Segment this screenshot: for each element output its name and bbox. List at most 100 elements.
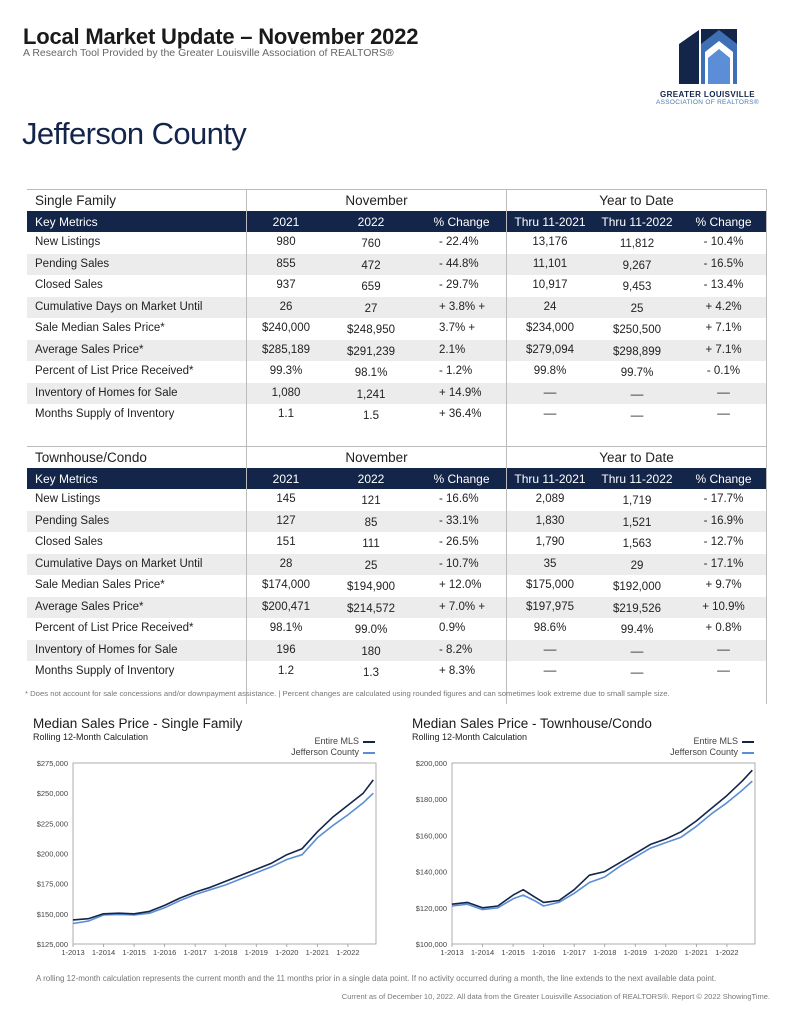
ytd-pct-change: –– [717, 665, 730, 677]
ytd-2022: $219,526 [613, 602, 661, 615]
value-2021: 151 [276, 536, 296, 548]
metric-name: Average Sales Price* [35, 600, 144, 613]
legend-swatch [742, 740, 754, 743]
col-key-metrics: Key Metrics [35, 472, 98, 486]
legend-label: Jefferson County [291, 747, 359, 757]
legend-entry-1: Entire MLS [693, 736, 754, 746]
ytd-pct-change: + 4.2% [705, 300, 742, 313]
pct-change: - 22.4% [439, 236, 479, 248]
pct-change: + 36.4% [439, 408, 482, 420]
x-tick-label: 1-2016 [153, 948, 176, 956]
plot-frame [72, 762, 377, 945]
table-row: Closed Sales 151 111 - 26.5% 1,790 1,563 - 12.… [27, 532, 767, 554]
table-row: Months Supply of Inventory 1.1 1.5 + 36.4% –… [27, 404, 767, 426]
report-source-footnote: Current as of December 10, 2022. All dat… [341, 992, 770, 1001]
metric-name: Closed Sales [35, 279, 103, 291]
value-2022: 1,241 [356, 388, 386, 401]
col-thru-2022: Thru 11-2022 [601, 215, 673, 229]
value-2021: 127 [276, 514, 296, 527]
ytd-2021: 2,089 [535, 493, 565, 505]
col-pct-change: % Change [433, 215, 490, 229]
metric-name: Inventory of Homes for Sale [35, 643, 178, 656]
metric-name: Percent of List Price Received* [35, 365, 194, 377]
value-2021: $240,000 [262, 322, 310, 334]
single-family-price-chart: Median Sales Price - Single Family Rolli… [33, 716, 393, 956]
ytd-2021: –– [543, 665, 557, 677]
value-2021: $174,000 [262, 579, 310, 591]
county-name: Jefferson County [22, 116, 247, 151]
house-logo-icon [679, 29, 737, 84]
ytd-pct-change: + 0.8% [705, 622, 742, 634]
value-2021: 1.1 [278, 408, 294, 420]
ytd-2021: $197,975 [526, 600, 574, 613]
value-2021: $285,189 [262, 343, 310, 356]
ytd-2021: 10,917 [532, 279, 568, 291]
y-tick-label: $200,000 [37, 850, 68, 859]
pct-change: 3.7% + [439, 322, 476, 334]
metric-name: Percent of List Price Received* [35, 622, 194, 634]
x-tick-label: 1-2017 [562, 948, 585, 956]
value-2022: $214,572 [347, 602, 395, 615]
rolling-calc-footnote: A rolling 12-month calculation represent… [36, 974, 717, 983]
value-2021: $200,471 [262, 600, 310, 613]
y-tick-label: $100,000 [416, 940, 447, 949]
value-2022: $248,950 [347, 324, 395, 336]
legend-label: Entire MLS [314, 736, 359, 746]
ytd-2021: $279,094 [526, 343, 574, 356]
x-tick-label: 1-2018 [593, 948, 616, 956]
metric-name: Inventory of Homes for Sale [35, 386, 178, 399]
ytd-2021: 1,830 [535, 514, 565, 527]
y-tick-label: $180,000 [416, 795, 447, 804]
value-2022: 85 [364, 516, 378, 529]
pct-change: - 29.7% [439, 279, 479, 291]
metric-name: Sale Median Sales Price* [35, 322, 165, 334]
series-line-jefferson-county [72, 792, 374, 925]
x-tick-label: 1-2015 [122, 948, 145, 956]
x-tick-label: 1-2017 [183, 948, 206, 956]
value-2021: 28 [279, 557, 293, 570]
ytd-pct-change: - 17.1% [703, 557, 744, 570]
table-body: New Listings 980 760 - 22.4% 13,176 11,812 - 1… [27, 232, 767, 426]
series-line-entire-mls [72, 779, 374, 921]
chart-plot: $100,000 $120,000 $140,000 $160,000 $180,000… [416, 759, 756, 956]
x-tick-label: 1-2019 [245, 948, 268, 956]
group-label-ytd: Year to Date [506, 190, 767, 212]
ytd-2021: 11,101 [532, 257, 568, 270]
ytd-pct-change: + 7.1% [705, 322, 742, 334]
single-family-table: Single Family November Year to Date Key … [27, 189, 767, 447]
pct-change: - 8.2% [439, 643, 473, 656]
y-tick-label: $275,000 [37, 759, 68, 768]
ytd-2022: –– [630, 667, 644, 679]
value-2021: 855 [276, 257, 296, 270]
value-2022: 1.5 [363, 410, 379, 422]
ytd-2022: 1,563 [622, 538, 652, 550]
value-2021: 937 [276, 279, 296, 291]
metric-name: New Listings [35, 493, 101, 505]
metric-name: Cumulative Days on Market Until [35, 557, 203, 570]
metric-name: Average Sales Price* [35, 343, 144, 356]
chart-subtitle: Rolling 12-Month Calculation [33, 732, 149, 742]
value-2021: 1,080 [271, 386, 301, 399]
ytd-2021: 13,176 [532, 236, 568, 248]
x-tick-label: 1-2018 [214, 948, 237, 956]
col-ytd-pct-change: % Change [695, 215, 752, 229]
ytd-2021: $175,000 [526, 579, 574, 591]
value-2022: 121 [361, 495, 381, 507]
report-title: Local Market Update – November 2022 [23, 24, 419, 49]
plot-frame [451, 762, 756, 945]
ytd-pct-change: - 16.5% [703, 257, 744, 270]
section-name: Townhouse/Condo [35, 450, 147, 465]
table-row: Inventory of Homes for Sale 1,080 1,241 + 1… [27, 382, 767, 404]
ytd-2021: 99.8% [533, 365, 567, 377]
divider [506, 211, 507, 447]
ytd-2022: 99.7% [620, 367, 654, 379]
divider [506, 468, 507, 704]
value-2022: 472 [361, 259, 381, 272]
x-tick-label: 1-2019 [624, 948, 647, 956]
ytd-pct-change: –– [717, 386, 730, 399]
pct-change: - 10.7% [439, 557, 479, 570]
chart-plot: $125,000 $150,000 $175,000 $200,000 $225,000… [37, 759, 377, 956]
pct-change: - 33.1% [439, 514, 479, 527]
ytd-2022: 1,719 [622, 495, 652, 507]
y-tick-label: $225,000 [37, 819, 68, 828]
